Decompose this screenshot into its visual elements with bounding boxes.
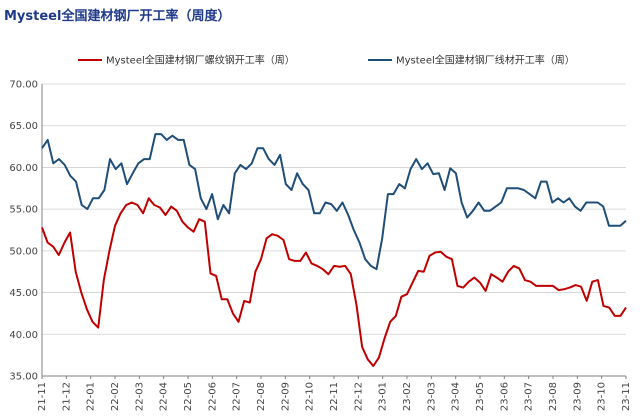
x-tick-label: 22-01	[86, 382, 97, 411]
x-tick-label: 23-07	[524, 382, 535, 411]
y-tick-label: 45.00	[9, 288, 38, 299]
x-tick-label: 22-11	[329, 382, 340, 411]
y-tick-label: 35.00	[9, 372, 38, 383]
x-tick-label: 23-06	[499, 382, 510, 411]
x-tick-label: 23-11	[621, 382, 632, 411]
series-layer	[41, 133, 627, 367]
x-tick-label: 22-05	[183, 382, 194, 411]
legend: Mysteel全国建材钢厂螺纹钢开工率（周） Mysteel全国建材钢厂线材开工率…	[78, 54, 575, 67]
x-tick-label: 23-04	[451, 382, 462, 411]
x-tick-label: 23-03	[426, 382, 437, 411]
x-tick-label: 22-09	[280, 382, 291, 411]
axes-layer: 35.00 40.00 45.00 50.00 55.00 60.00 65.00 70.00…	[9, 80, 632, 412]
legend-label-1: Mysteel全国建材钢厂线材开工率（周）	[396, 54, 575, 67]
legend-label-0: Mysteel全国建材钢厂螺纹钢开工率（周）	[106, 54, 295, 67]
x-tick-label: 22-08	[256, 382, 267, 411]
x-tick-label: 22-12	[353, 382, 364, 411]
x-tick-label: 23-01	[378, 382, 389, 411]
x-tick-label: 22-02	[110, 382, 121, 411]
y-tick-label: 60.00	[9, 163, 38, 174]
x-tick-label: 23-02	[402, 382, 413, 411]
x-tick-label: 22-10	[305, 382, 316, 411]
y-tick-label: 40.00	[9, 330, 38, 341]
x-tick-label: 23-10	[597, 382, 608, 411]
x-tick-label: 22-03	[134, 382, 145, 411]
y-tick-label: 70.00	[9, 80, 38, 91]
y-tick-label: 50.00	[9, 246, 38, 257]
x-tick-label: 23-05	[475, 382, 486, 411]
series-line-0	[41, 197, 627, 367]
x-tick-label: 21-12	[61, 382, 72, 411]
y-tick-label: 55.00	[9, 205, 38, 216]
x-tick-label: 22-04	[159, 382, 170, 411]
x-tick-label: 23-09	[572, 382, 583, 411]
x-tick-label: 22-06	[207, 382, 218, 411]
x-tick-label: 21-11	[37, 382, 48, 411]
series-line-1	[41, 133, 627, 271]
y-tick-label: 65.00	[9, 121, 38, 132]
x-tick-label: 23-08	[548, 382, 559, 411]
chart-title: Mysteel全国建材钢厂开工率（周度）	[4, 9, 231, 24]
x-tick-label: 22-07	[232, 382, 243, 411]
